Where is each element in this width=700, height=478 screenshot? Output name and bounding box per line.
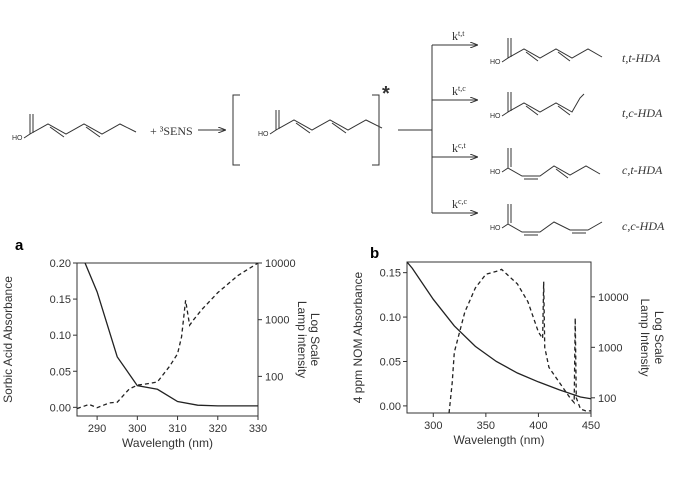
bond xyxy=(507,165,601,180)
hydroxyl: HO xyxy=(490,113,501,120)
panel-label: b xyxy=(370,245,379,262)
bond xyxy=(507,93,585,116)
y-tick-label: 0.00 xyxy=(50,402,71,414)
data-line xyxy=(448,268,591,413)
x-tick-label: 300 xyxy=(128,423,146,435)
bond xyxy=(269,110,280,135)
product-label: c,c-HDA xyxy=(622,219,665,233)
rate-constant: kt,c xyxy=(452,84,466,98)
y-tick-label: 0.10 xyxy=(50,330,71,342)
y2-axis-label: Lamp intensity xyxy=(295,301,309,378)
x-tick-label: 290 xyxy=(88,423,106,435)
bond xyxy=(507,221,603,236)
rate-base: k xyxy=(452,141,458,155)
y-tick-label: 0.05 xyxy=(50,366,71,378)
bond xyxy=(23,114,34,139)
product-label: t,c-HDA xyxy=(622,106,663,120)
x-axis-label: Wavelength (nm) xyxy=(454,433,545,447)
plot-frame xyxy=(76,262,259,417)
data-line xyxy=(84,263,258,407)
x-tick-label: 300 xyxy=(424,420,442,432)
bond xyxy=(501,38,512,63)
rate-sup: t,c xyxy=(458,84,466,93)
rate-constant: kc,t xyxy=(452,141,467,155)
rate-sup: t,t xyxy=(458,29,465,38)
data-line xyxy=(407,262,591,400)
hydroxyl: HO xyxy=(490,59,501,66)
y-tick-label: 0.15 xyxy=(50,294,71,306)
hydroxyl: HO xyxy=(490,169,501,176)
bond xyxy=(29,123,137,138)
bond xyxy=(501,92,512,117)
x-axis-label: Wavelength (nm) xyxy=(122,436,213,450)
y-tick-label: 0.05 xyxy=(380,356,401,368)
y2-tick-label: 100 xyxy=(598,393,616,405)
y2-axis-label: Log Scale xyxy=(308,313,322,367)
rate-constant: kt,t xyxy=(452,29,465,43)
excited-mark: * xyxy=(382,83,390,105)
bond xyxy=(275,119,383,134)
rate-base: k xyxy=(452,84,458,98)
bracket xyxy=(372,94,380,166)
y2-tick-label: 1000 xyxy=(598,342,622,354)
branch xyxy=(398,45,433,213)
y2-tick-label: 10000 xyxy=(265,258,296,270)
y-tick-label: 0.10 xyxy=(380,312,401,324)
y-axis-label: 4 ppm NOM Absorbance xyxy=(351,271,365,403)
bracket xyxy=(232,94,240,166)
sensitizer: + ³SENS xyxy=(150,124,193,138)
plot-frame xyxy=(406,261,592,414)
bond xyxy=(507,48,603,62)
product-label: c,t-HDA xyxy=(622,163,663,177)
x-tick-label: 310 xyxy=(168,423,186,435)
rate-base: k xyxy=(452,29,458,43)
y-tick-label: 0.15 xyxy=(380,268,401,280)
hydroxyl: HO xyxy=(12,135,23,142)
hydroxyl: HO xyxy=(490,225,501,232)
x-tick-label: 450 xyxy=(582,420,600,432)
rate-base: k xyxy=(452,197,458,211)
y2-tick-label: 100 xyxy=(265,371,283,383)
hydroxyl: HO xyxy=(258,131,269,138)
rate-sup: c,t xyxy=(458,141,467,150)
panel-label: a xyxy=(15,237,24,254)
y2-axis-label: Log Scale xyxy=(652,311,666,365)
y2-tick-label: 1000 xyxy=(265,315,289,327)
rate-constant: kc,c xyxy=(452,197,468,211)
x-tick-label: 350 xyxy=(477,420,495,432)
data-line xyxy=(77,263,258,410)
x-tick-label: 320 xyxy=(209,423,227,435)
product-label: t,t-HDA xyxy=(622,51,661,65)
x-tick-label: 400 xyxy=(529,420,547,432)
rate-sup: c,c xyxy=(458,197,468,206)
y-axis-label: Sorbic Acid Absorbance xyxy=(1,276,15,403)
y2-tick-label: 10000 xyxy=(598,292,629,304)
y2-axis-label: Lamp Intensity xyxy=(638,298,652,376)
reaction-scheme: + ³SENS * xyxy=(150,45,433,213)
y-tick-label: 0.00 xyxy=(380,401,401,413)
y-tick-label: 0.20 xyxy=(50,258,71,270)
x-tick-label: 330 xyxy=(249,423,267,435)
